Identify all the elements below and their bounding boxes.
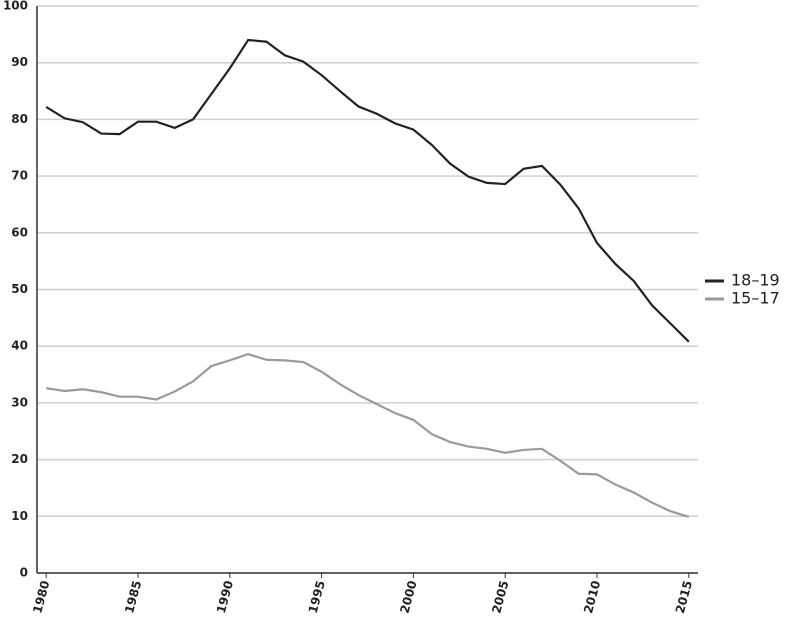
x-tick-label: 2000 — [398, 579, 420, 615]
y-tick-label: 60 — [11, 225, 28, 239]
x-tick-label: 1985 — [122, 579, 144, 615]
x-tick-label: 1980 — [30, 579, 52, 615]
y-tick-label: 20 — [11, 452, 28, 466]
y-tick-label: 10 — [11, 509, 28, 523]
x-tick-label: 2015 — [673, 579, 695, 615]
x-tick-label: 1995 — [306, 579, 328, 615]
x-tick-label: 2010 — [581, 579, 603, 615]
y-tick-label: 50 — [11, 282, 28, 296]
y-tick-label: 0 — [20, 566, 28, 580]
y-tick-label: 90 — [11, 55, 28, 69]
y-tick-label: 80 — [11, 112, 28, 126]
y-tick-label: 70 — [11, 169, 28, 183]
y-tick-label: 40 — [11, 339, 28, 353]
series-line — [46, 352, 690, 518]
y-tick-label: 100 — [3, 0, 28, 13]
y-tick-label: 30 — [11, 395, 28, 409]
x-tick-label: 1990 — [214, 579, 236, 615]
series-line — [45, 38, 690, 343]
x-tick-label: 2005 — [489, 579, 511, 615]
legend-label: 15–17 — [731, 289, 780, 308]
legend-label: 18–19 — [731, 271, 780, 290]
